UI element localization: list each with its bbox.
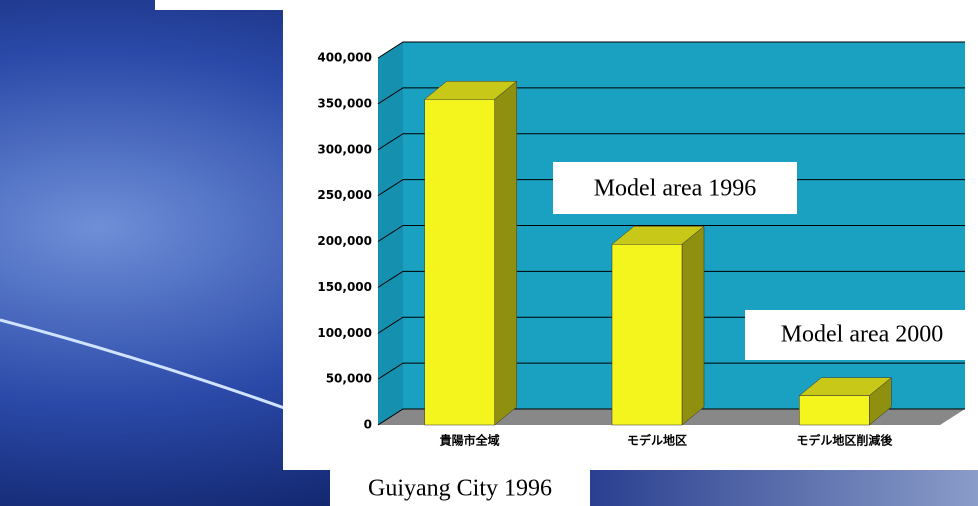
orbit-line	[0, 318, 291, 412]
x-tick-label: モデル地区	[627, 433, 687, 448]
y-tick-label: 250,000	[317, 188, 372, 202]
bar-side	[494, 80, 517, 426]
bar	[611, 244, 683, 426]
grid-line	[377, 270, 965, 288]
y-tick-label: 300,000	[317, 142, 372, 156]
annotation: Model area 1996	[594, 176, 757, 202]
annotation-box	[330, 470, 590, 506]
y-tick-label: 350,000	[317, 96, 372, 110]
annotation-box	[745, 310, 978, 360]
bar-side	[681, 225, 705, 426]
grid-line	[377, 133, 965, 151]
grid-line	[377, 362, 965, 380]
x-tick-label: 貴陽市全域	[440, 433, 500, 448]
annotation: Model area 2000	[781, 322, 944, 348]
grid-line	[377, 41, 965, 59]
y-tick-label: 0	[364, 418, 372, 432]
bar	[424, 99, 495, 426]
y-tick-label: 400,000	[317, 51, 372, 65]
top-band	[155, 0, 978, 10]
grid-line	[377, 408, 965, 426]
y-tick-label: 150,000	[317, 280, 372, 294]
grid-line	[377, 225, 965, 242]
y-tick-label: 50,000	[326, 372, 372, 386]
annotation: Guiyang City 1996	[368, 476, 552, 502]
x-tick-label: モデル地区削減後	[796, 433, 893, 448]
background-strip	[590, 470, 978, 506]
y-tick-label: 100,000	[317, 326, 372, 340]
bar	[799, 395, 870, 426]
y-tick-label: 200,000	[317, 234, 372, 248]
annotation-box	[553, 162, 797, 214]
chart: 0 50,000 100,000 150,000 200,000 250,000 300,0…	[317, 41, 965, 448]
grid-line	[377, 87, 965, 105]
